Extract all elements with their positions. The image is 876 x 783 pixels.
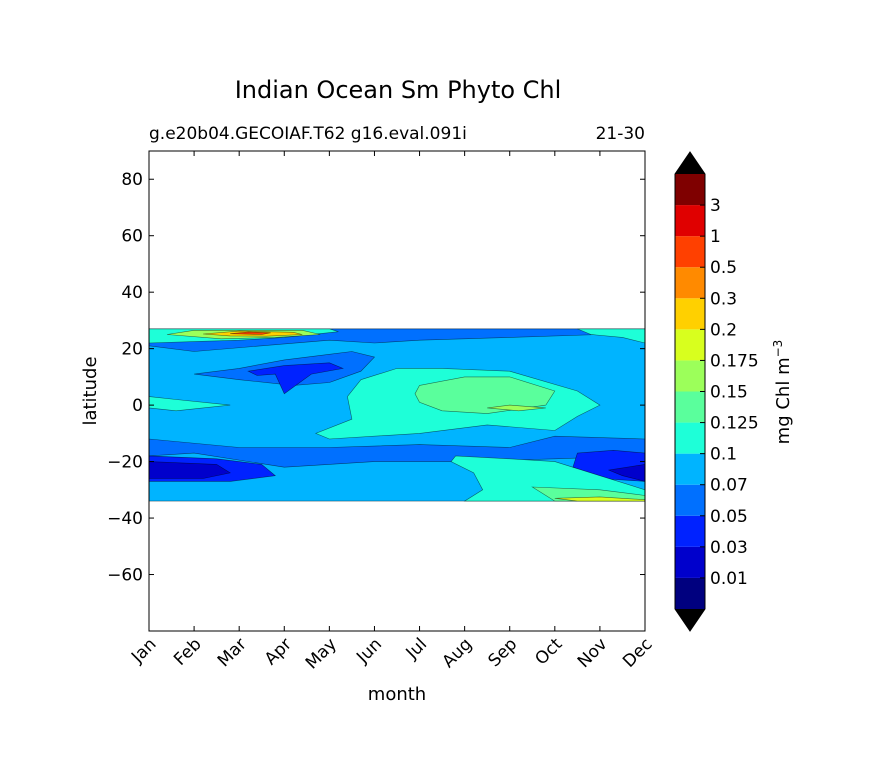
x-tick-label: Dec [619,634,656,671]
y-tick-label: −60 [107,566,143,586]
colorbar-bin [675,205,705,237]
colorbar-bin [675,360,705,392]
contour-region-15 [554,496,645,502]
x-tick-label: Nov [574,634,612,672]
colorbar-bin [675,484,705,516]
y-tick-label: 60 [121,227,143,247]
y-tick-label: 20 [121,340,143,360]
colorbar-bin [675,391,705,423]
colorbar-tick-label: 0.05 [710,507,748,527]
contour-region-20 [577,328,645,344]
colorbar-extend-top [675,152,705,174]
colorbar-tick-label: 0.01 [710,569,748,589]
chart-title: Indian Ocean Sm Phyto Chl [235,76,562,104]
plot-area [148,150,646,632]
colorbar-label-text: mg Chl m [773,357,794,444]
x-tick-label: Sep [484,634,521,671]
colorbar-tick-label: 1 [710,227,721,247]
contour-region-8 [607,464,645,482]
colorbar-outline [674,151,706,632]
colorbar-tick-label: 0.175 [710,351,759,371]
contour-region-14 [531,486,645,502]
colorbar-tick-label: 0.03 [710,538,748,558]
contour-region-6 [149,461,231,479]
colorbar-tick-label: 0.15 [710,383,748,403]
colorbar-bin [675,422,705,454]
colorbar-bin [675,546,705,578]
contour-fills [149,328,645,502]
colorbar: 0.01 0.03 0.05 0.07 0.1 0.125 0.15 0.175 0.2 0.3 0… [674,151,759,632]
colorbar-tick-label: 0.125 [710,414,759,434]
colorbar-tick-label: 3 [710,196,721,216]
colorbar-label: mg Chl m−3 [771,340,794,445]
colorbar-tick-label: 0.2 [710,320,737,340]
colorbar-bin [675,267,705,299]
y-tick-label: −40 [107,509,143,529]
chart-subtitle-left: g.e20b04.GECOIAF.T62 g16.eval.091i [149,124,467,144]
y-axis: 80 60 40 20 0 −20 −40 −60 [107,170,645,586]
colorbar-bin [675,298,705,330]
colorbar-tick-label: 0.07 [710,476,748,496]
x-tick-label: Oct [531,634,566,669]
x-tick-label: Jan [127,634,160,667]
contour-region-11 [487,404,546,412]
x-axis-label: month [368,684,426,705]
colorbar-bin [675,174,705,206]
colorbar-bin [675,515,705,547]
colorbar-tick-label: 0.1 [710,445,737,465]
colorbar-bin [675,236,705,268]
x-tick-label: Mar [214,634,251,671]
contour-region-19 [230,331,271,335]
x-tick-label: Feb [170,634,205,669]
plot-frame [148,150,646,632]
y-axis-label: latitude [80,356,101,425]
colorbar-extend-bottom [675,609,705,631]
colorbar-bin [675,329,705,361]
contour-region-3 [247,362,344,395]
colorbar-label-exponent: −3 [771,340,785,358]
chart-subtitle-right: 21-30 [596,124,645,144]
colorbar-bin [675,453,705,485]
y-tick-label: −20 [107,453,143,473]
colorbar-bin [675,577,705,609]
x-tick-label: Aug [439,634,477,672]
colorbar-tick-label: 0.3 [710,289,737,309]
y-tick-label: 40 [121,283,143,303]
y-tick-label: 0 [132,396,143,416]
colorbar-tick-label: 0.5 [710,258,737,278]
x-tick-label: May [302,634,341,673]
contour-region-12 [149,396,231,412]
x-tick-label: Apr [261,634,296,669]
x-tick-label: Jul [402,634,431,663]
y-tick-label: 80 [121,170,143,190]
x-tick-label: Jun [352,634,386,668]
